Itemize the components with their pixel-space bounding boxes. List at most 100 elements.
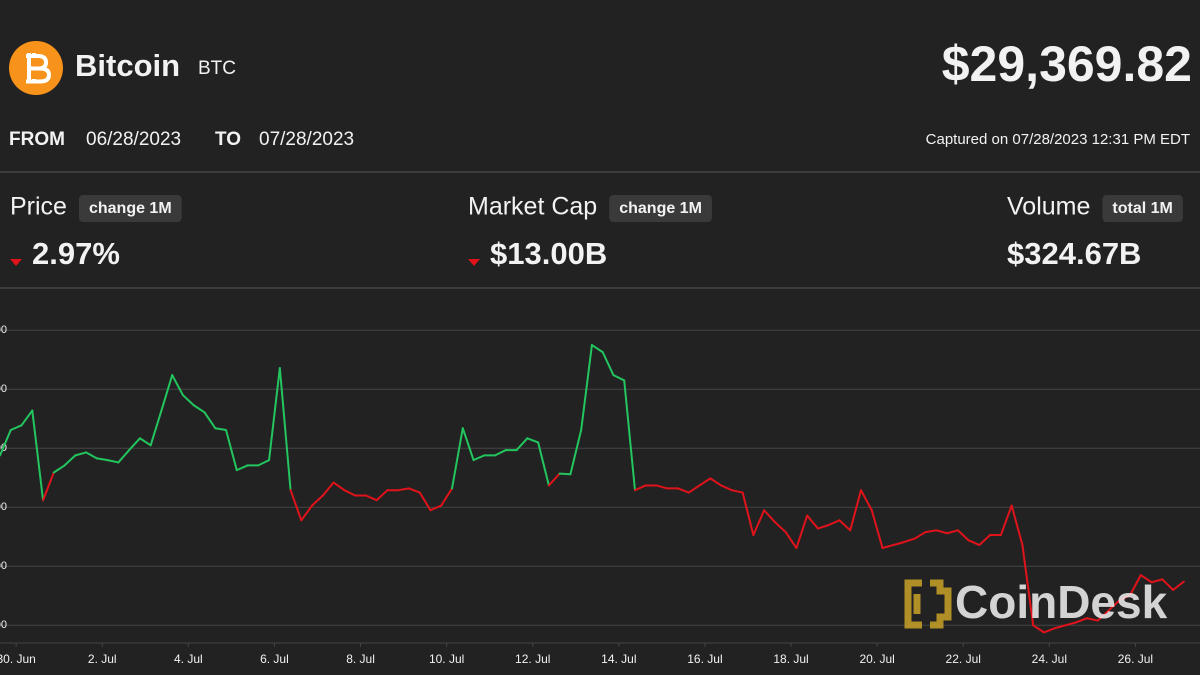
x-tick-label: 12. Jul xyxy=(515,652,550,666)
price-line-segment xyxy=(1172,580,1185,591)
price-line-segment xyxy=(526,437,540,444)
price-line-segment xyxy=(418,491,432,512)
asset-name: Bitcoin xyxy=(75,48,180,83)
price-line-segment xyxy=(440,487,454,507)
price-line-segment xyxy=(364,494,378,502)
price-line-segment xyxy=(225,429,238,472)
price-line-segment xyxy=(870,509,884,550)
price-line-segment xyxy=(1021,544,1035,627)
price-line-segment xyxy=(1053,624,1067,630)
stat-label: Market Cap xyxy=(468,193,597,221)
stat-label: Volume xyxy=(1007,193,1090,221)
price-line-segment xyxy=(451,427,464,490)
price-line-segment xyxy=(138,437,152,447)
y-tick-label: 31,000 xyxy=(0,383,7,395)
x-tick-label: 18. Jul xyxy=(773,652,808,666)
stat-value: 2.97% xyxy=(32,236,120,271)
x-tick-label: 14. Jul xyxy=(601,652,636,666)
price-line-segment xyxy=(311,494,324,507)
price-line-segment xyxy=(117,449,131,464)
x-tick-label: 24. Jul xyxy=(1032,652,1067,666)
price-line-segment xyxy=(1118,594,1132,602)
price-line-segment xyxy=(95,457,109,462)
watermark: CoinDesk xyxy=(904,576,1168,629)
watermark-text: CoinDesk xyxy=(955,576,1168,628)
stat-badge-text: change 1M xyxy=(619,200,702,217)
price-line-segment xyxy=(924,529,938,534)
price-line-segment xyxy=(633,484,647,492)
price-line-segment xyxy=(720,484,733,492)
price-line-segment xyxy=(494,449,507,457)
price-line-segment xyxy=(278,367,292,492)
price-line-segment xyxy=(913,531,927,540)
price-line-segment xyxy=(763,509,776,524)
price-line-segment xyxy=(580,344,593,432)
price-line-segment xyxy=(730,489,744,494)
y-tick-label: 31,500 xyxy=(0,324,7,336)
captured-time: Captured on 07/28/2023 12:31 PM EDT xyxy=(926,131,1190,148)
price-line-segment xyxy=(612,374,626,382)
price-line-segment xyxy=(655,484,669,490)
price-line-segment xyxy=(160,374,174,412)
price-line-segment xyxy=(946,529,959,535)
price-line-segment xyxy=(547,472,561,487)
price-line-segment xyxy=(1129,574,1142,597)
x-tick-label: 30. Jun xyxy=(0,652,36,666)
stat-badge xyxy=(78,195,182,222)
price-line-segment xyxy=(461,427,475,462)
bitcoin-logo xyxy=(9,41,63,95)
stat-badge xyxy=(1102,195,1183,222)
stat-label: Price xyxy=(10,193,67,221)
price-line-segment xyxy=(569,429,583,476)
price-line-segment xyxy=(203,411,217,430)
price-line-segment xyxy=(838,519,852,532)
from-date: 06/28/2023 xyxy=(86,129,181,150)
price-line-segment xyxy=(407,487,421,494)
stat-badge xyxy=(609,195,712,222)
price-line-segment xyxy=(956,529,970,542)
price-line-segment xyxy=(515,437,529,452)
price-line-segment xyxy=(881,544,895,550)
price-line-segment xyxy=(741,491,755,537)
price-line-segment xyxy=(332,481,346,492)
price-line-segment xyxy=(300,504,314,522)
price-line-segment xyxy=(849,489,862,532)
price-line-segment xyxy=(773,521,787,534)
price-line-segment xyxy=(827,519,841,526)
price-line-segment xyxy=(0,429,12,457)
price-line-segment xyxy=(1064,621,1078,627)
stat-value: $13.00B xyxy=(490,236,607,271)
x-tick-label: 16. Jul xyxy=(687,652,722,666)
price-line-segment xyxy=(1161,578,1175,591)
price-line-segment xyxy=(9,424,23,432)
price-line-segment xyxy=(1150,578,1164,584)
price-line-segment xyxy=(978,534,992,547)
price-line-segment xyxy=(343,489,357,497)
x-tick-label: 10. Jul xyxy=(429,652,464,666)
price-line-segment xyxy=(784,531,798,550)
price-line-segment xyxy=(558,472,572,476)
price-line-segment xyxy=(1032,624,1045,634)
to-date: 07/28/2023 xyxy=(259,129,354,150)
price-line-segment xyxy=(967,539,981,547)
price-line-segment xyxy=(752,509,766,537)
price-line-segment xyxy=(816,524,830,530)
price-line-segment xyxy=(935,529,949,535)
price-line-segment xyxy=(472,454,486,462)
price-line-segment xyxy=(257,459,271,467)
price-line-segment xyxy=(1075,617,1088,624)
x-tick-label: 22. Jul xyxy=(946,652,981,666)
price-line-segment xyxy=(149,409,163,447)
price-line-segment xyxy=(106,459,120,464)
y-tick-label: 29,500 xyxy=(0,560,7,572)
price-line-segment xyxy=(268,367,281,462)
stat-badge-text: total 1M xyxy=(1112,200,1172,217)
price-line-segment xyxy=(171,374,184,397)
price-line-segment xyxy=(192,404,206,414)
price-line-segment xyxy=(1085,617,1099,622)
plot: 29,00029,50030,00030,50031,00031,50030. … xyxy=(0,324,1200,666)
price-line-segment xyxy=(698,477,712,487)
price-line-segment xyxy=(429,504,443,512)
price-line-segment xyxy=(537,441,550,487)
